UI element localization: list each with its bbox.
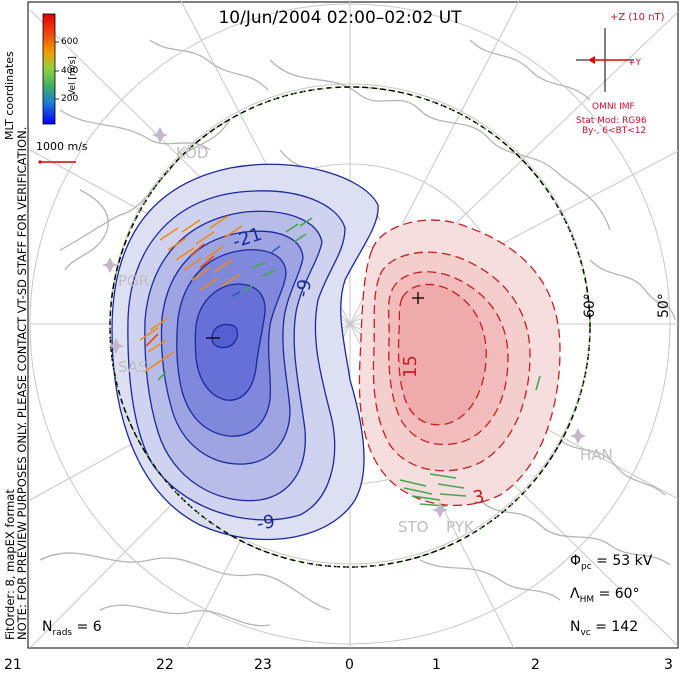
contour-label-pos-3: 3: [471, 486, 486, 509]
plot-frame: [27, 1, 679, 649]
mlt-tick-2: 2: [531, 657, 540, 673]
stat-phi-pc: Φpc = 53 kV: [570, 553, 653, 572]
colorbar-title: Vel [m/s]: [68, 56, 78, 96]
station-label-kod: KOD: [176, 144, 208, 162]
stat-n-rads: Nrads = 6: [42, 619, 102, 638]
imf-z-label: +Z (10 nT): [610, 12, 665, 23]
hm-boundary-vectors: [109, 86, 591, 568]
velocity-colorbar: [42, 13, 56, 125]
mlt-tick-23: 23: [254, 657, 272, 673]
coastlines: [39, 39, 676, 627]
lat-label-50: 50°: [656, 293, 672, 318]
colorbar-tick-600: 600: [61, 37, 79, 47]
imf-y-label: +Y: [628, 58, 642, 68]
colorbar-tick-400: 400: [61, 66, 79, 76]
imf-stat-mod: Stat Mod: RG96: [576, 116, 647, 126]
map-title: 10/Jun/2004 02:00–02:02 UT: [218, 8, 462, 28]
mlt-tick-1: 1: [432, 657, 441, 673]
contour-label-pos-15: 15: [400, 355, 421, 378]
station-label-sto: STO: [398, 518, 429, 536]
mlt-tick-21: 21: [4, 657, 22, 673]
negative-potential-cell: [111, 163, 379, 541]
station-label-han: HAN: [580, 446, 613, 464]
velocity-vectors: [139, 215, 541, 507]
imf-clock-dial: [576, 28, 634, 92]
mlt-tick-22: 22: [156, 657, 174, 673]
side-note: FitOrder: 8, mapEX format NOTE: FOR PREV…: [3, 126, 29, 640]
positive-potential-cell: [358, 219, 561, 507]
imf-condition: By-, 6<BT<12: [582, 126, 647, 136]
stat-n-vc: Nvc = 142: [570, 619, 639, 638]
contour-label-neg-9-bottom: -9: [255, 511, 276, 535]
station-markers: [102, 127, 586, 518]
lat-label-60: 60°: [582, 293, 598, 318]
contour-label-neg-9-top: -9: [292, 278, 316, 299]
mlt-coordinates-label: MLT coordinates: [3, 51, 16, 140]
station-label-sas: SAS: [118, 358, 148, 376]
station-label-pgr: PGR: [118, 272, 149, 290]
imf-source: OMNI IMF: [592, 102, 635, 112]
mlt-tick-0: 0: [345, 657, 354, 673]
colorbar-tick-200: 200: [61, 94, 79, 104]
preview-note: NOTE: FOR PREVIEW PURPOSES ONLY. PLEASE …: [15, 126, 29, 640]
mlt-tick-3: 3: [664, 657, 673, 673]
reference-vector-label: 1000 m/s: [36, 140, 88, 153]
station-label-pyk: PYK: [446, 518, 475, 536]
stat-lambda-hm: ΛHM = 60°: [570, 586, 640, 605]
